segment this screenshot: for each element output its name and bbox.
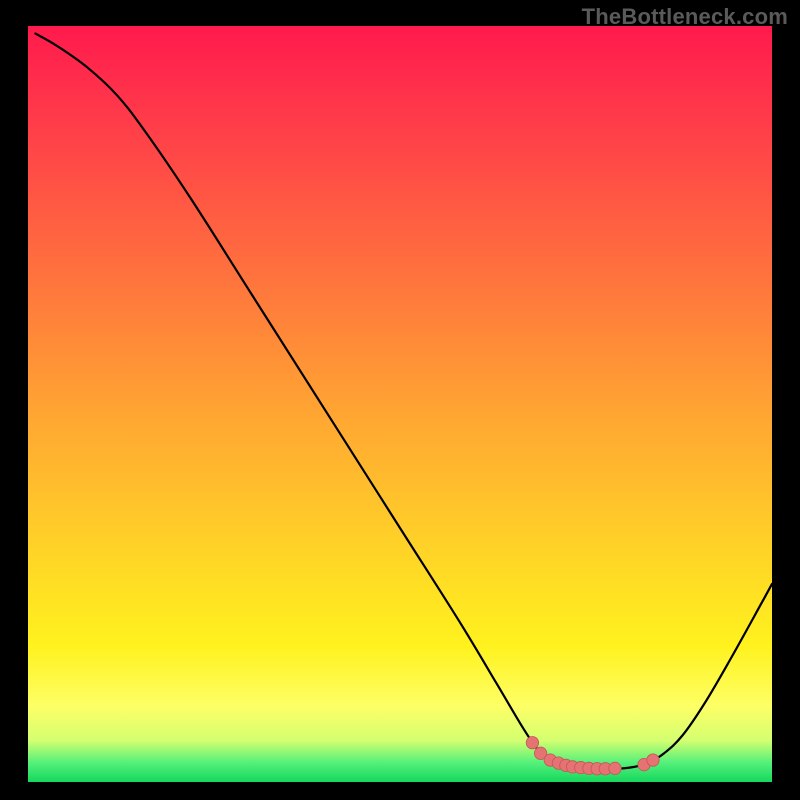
chart-stage: TheBottleneck.com	[0, 0, 800, 800]
marker-dot	[609, 762, 621, 774]
marker-dot	[647, 754, 659, 766]
gradient-background	[28, 26, 772, 782]
marker-dot	[526, 736, 538, 748]
plot-area	[28, 26, 772, 782]
bottleneck-curve-chart	[28, 26, 772, 782]
